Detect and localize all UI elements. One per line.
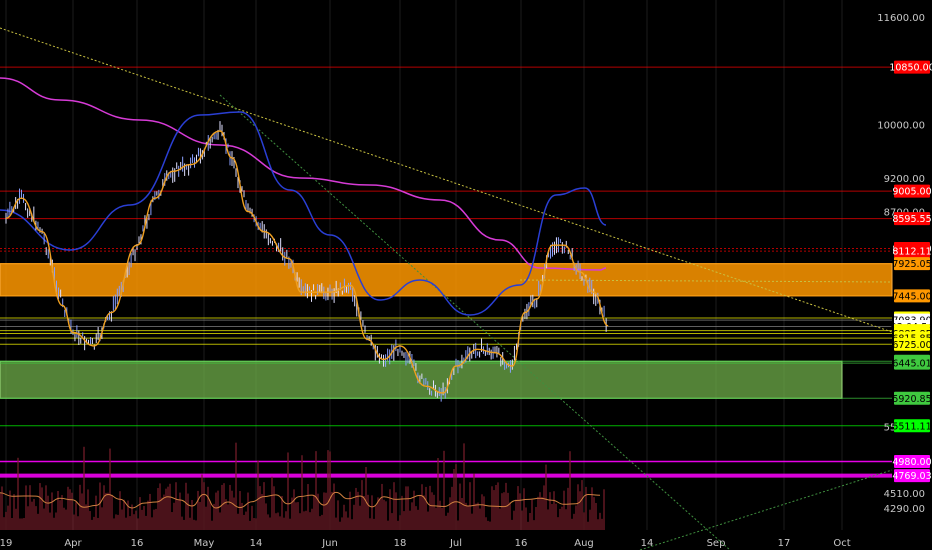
y-tick-label: 9200.00 xyxy=(884,174,925,185)
y-tick-label: 11600.00 xyxy=(877,13,925,24)
price-label-box xyxy=(894,419,930,433)
x-tick-label: Oct xyxy=(833,538,850,549)
price-label-text: 10850.00 xyxy=(889,63,932,74)
price-label-text: 8595.55 xyxy=(892,214,931,225)
price-label-text: 5511.11 xyxy=(892,421,931,432)
price-label-box xyxy=(894,60,930,74)
y-tick-label: 10000.00 xyxy=(877,120,925,131)
price-series xyxy=(5,121,609,402)
x-tick-label: May xyxy=(194,538,215,549)
x-tick-label: 17 xyxy=(778,538,791,549)
price-label-text: 7445.00 xyxy=(892,291,931,302)
volume-average xyxy=(0,491,601,509)
price-label-box xyxy=(894,469,930,483)
x-axis[interactable]: 19 Apr 16 May 14 Jun 18 Jul 16 Aug 14 Sep 17 Oct xyxy=(0,538,851,549)
down-trendline xyxy=(0,27,893,333)
price-label-text: 6725.00 xyxy=(892,340,931,351)
trendlines xyxy=(0,27,893,550)
orange-zone xyxy=(0,263,893,297)
green-zone xyxy=(0,360,843,399)
price-label-text: 8112.11 xyxy=(892,247,931,258)
price-label: 6725.00 xyxy=(892,337,932,351)
y-tick-label: 4510.00 xyxy=(884,489,925,500)
x-tick-label: 16 xyxy=(515,538,528,549)
ma-200 xyxy=(0,77,607,271)
price-label-box xyxy=(894,454,930,468)
price-label: 8112.11 xyxy=(892,244,932,258)
green-trendline xyxy=(219,94,731,550)
x-tick-label: Jun xyxy=(321,538,338,549)
price-label-text: 6445.01 xyxy=(892,359,931,370)
x-tick-label: 14 xyxy=(641,538,654,549)
green-trendline-2 xyxy=(639,469,893,550)
y-tick-label: 4290.00 xyxy=(884,504,925,515)
volume-bars xyxy=(0,442,605,530)
price-label: 8595.55 xyxy=(892,212,932,226)
moving-averages xyxy=(0,77,607,316)
price-line xyxy=(5,130,609,394)
price-label: 5511.11 xyxy=(892,419,932,433)
price-label: 10850.00 xyxy=(889,60,932,74)
price-label-box xyxy=(894,212,930,226)
price-labels: 10850.009005.008595.558150.008112.117925… xyxy=(889,60,932,483)
price-label-box xyxy=(894,289,930,303)
price-label-text: 4980.00 xyxy=(892,457,931,468)
x-tick-label: 14 xyxy=(250,538,263,549)
x-tick-label: 18 xyxy=(394,538,407,549)
x-tick-label: 16 xyxy=(131,538,144,549)
x-tick-label: Aug xyxy=(574,538,594,549)
price-label: 9005.00 xyxy=(892,184,932,198)
price-label: 7445.00 xyxy=(892,289,932,303)
x-tick-label: Jul xyxy=(449,538,462,549)
price-label: 6445.01 xyxy=(892,356,932,370)
price-label-text: 4769.03 xyxy=(892,471,931,482)
price-label-text: 7925.05 xyxy=(892,259,931,270)
level-lines xyxy=(0,66,892,478)
price-label-box xyxy=(894,337,930,351)
price-label: 5920.85 xyxy=(892,391,932,405)
price-label-text: 9005.00 xyxy=(892,187,931,198)
price-label-box xyxy=(894,356,930,370)
price-label-box xyxy=(894,391,930,405)
price-label: 7925.05 xyxy=(892,257,932,271)
price-label-box xyxy=(894,244,930,258)
x-tick-label: Sep xyxy=(707,538,726,549)
price-label-box xyxy=(894,184,930,198)
ma-50 xyxy=(0,111,607,316)
x-tick-label: Apr xyxy=(64,538,82,549)
price-label: 4769.03 xyxy=(892,469,932,483)
x-tick-label: 19 xyxy=(0,538,12,549)
price-label: 4980.00 xyxy=(892,454,932,468)
price-label-text: 5920.85 xyxy=(892,394,931,405)
price-label-box xyxy=(894,257,930,271)
